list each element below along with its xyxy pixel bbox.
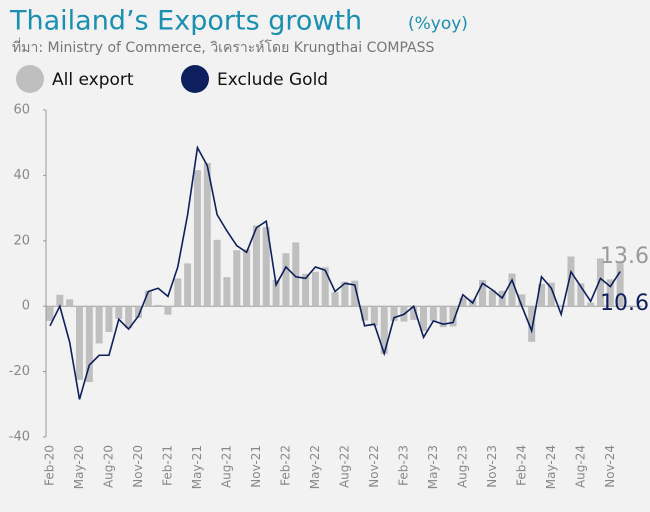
bar [46, 306, 54, 321]
bar [115, 306, 123, 319]
x-tick-label: Feb-24 [514, 445, 528, 486]
bar [292, 242, 300, 307]
x-tick-label: Feb-22 [278, 445, 292, 486]
x-tick-label: Aug-23 [455, 445, 469, 488]
chart-title: Thailand’s Exports growth [9, 6, 362, 37]
bar [223, 277, 231, 307]
x-tick-label: Nov-20 [131, 445, 145, 488]
x-tick-label: May-23 [426, 445, 440, 489]
bar [538, 283, 545, 307]
legend-marker [16, 65, 44, 93]
source: ที่มา: Ministry of Commerce, วิเคราะห์โด… [12, 38, 434, 56]
x-tick-label: Nov-24 [603, 445, 617, 488]
x-tick-label: Feb-20 [43, 445, 57, 486]
x-tick-label: Nov-22 [367, 445, 381, 488]
bar [233, 250, 241, 307]
x-tick-label: May-20 [72, 445, 86, 489]
bar [351, 280, 359, 307]
bar [262, 227, 270, 307]
title-unit: (%yoy) [408, 14, 468, 34]
x-tick-label: Feb-21 [160, 445, 174, 486]
bar [518, 294, 526, 307]
legend-marker [181, 65, 209, 93]
bar [125, 306, 133, 329]
bar [449, 306, 457, 327]
bar [410, 306, 418, 320]
x-tick-label: Nov-23 [485, 445, 499, 488]
bar [193, 170, 201, 307]
bar [380, 306, 388, 354]
line [49, 145, 621, 400]
bar [361, 306, 369, 321]
bar [528, 306, 536, 342]
value-label: 13.6 [600, 244, 649, 269]
bar [557, 305, 565, 307]
bar [134, 306, 142, 318]
bar [587, 302, 595, 307]
x-tick-label: May-21 [190, 445, 204, 489]
bar [606, 279, 614, 307]
x-tick-label: Aug-24 [573, 445, 587, 488]
bar [56, 294, 64, 307]
bar [439, 306, 447, 328]
bar [547, 282, 555, 307]
y-tick-label: 40 [13, 168, 30, 183]
bar [331, 292, 339, 307]
bar [341, 281, 349, 307]
value-label: 10.6 [600, 291, 649, 316]
bar [85, 306, 93, 383]
bar [75, 306, 83, 380]
bar [95, 306, 103, 344]
bar [488, 290, 496, 307]
bar [66, 299, 74, 307]
y-tick-label: 20 [13, 233, 30, 248]
bar [174, 278, 182, 307]
bar [272, 280, 280, 307]
y-tick-label: 0 [22, 299, 30, 314]
bar [420, 306, 428, 332]
bar [390, 306, 398, 321]
bar [105, 306, 113, 333]
x-tick-label: May-24 [544, 445, 558, 489]
bar [508, 273, 516, 307]
bar [203, 162, 211, 307]
bar [252, 225, 260, 307]
bar [144, 290, 152, 307]
bar [567, 256, 575, 307]
x-tick-label: Aug-22 [337, 445, 351, 488]
bar [616, 261, 624, 307]
y-tick-label: -20 [9, 364, 30, 379]
legend-label: All export [52, 70, 134, 90]
y-tick-label: 60 [13, 103, 30, 118]
bar [282, 253, 290, 307]
bar [213, 239, 221, 307]
bar [479, 280, 487, 307]
x-tick-label: Nov-21 [249, 445, 263, 488]
bar [311, 271, 319, 307]
bar [459, 297, 467, 307]
x-tick-label: Aug-20 [101, 445, 115, 488]
bar [243, 249, 251, 307]
bar [429, 306, 437, 322]
bar [321, 267, 329, 307]
x-tick-label: Feb-23 [396, 445, 410, 486]
bar [596, 258, 604, 307]
bar [154, 304, 162, 307]
legend-label: Exclude Gold [217, 70, 328, 90]
bar [164, 306, 172, 315]
bar [302, 273, 310, 307]
bar [577, 283, 585, 307]
y-tick-label: -40 [9, 430, 30, 445]
bar [184, 263, 192, 307]
x-tick-label: May-22 [308, 445, 322, 489]
x-tick-label: Aug-21 [219, 445, 233, 488]
bar [370, 306, 378, 326]
